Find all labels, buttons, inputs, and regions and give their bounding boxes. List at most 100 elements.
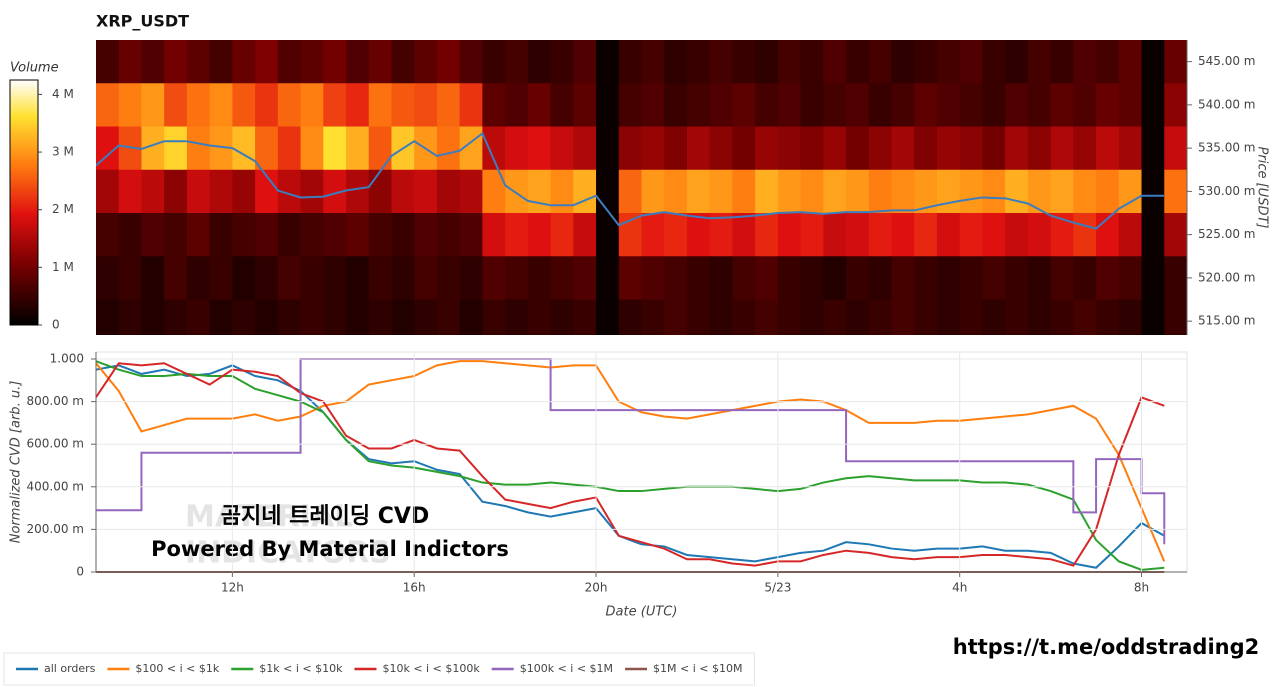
heatmap-cell <box>664 83 688 128</box>
heatmap-cell <box>686 40 711 84</box>
heatmap-cell <box>596 299 620 335</box>
heatmap-cell <box>209 40 233 84</box>
heatmap-cell <box>1096 83 1120 128</box>
heatmap-cell <box>936 256 961 301</box>
heatmap-cell <box>255 299 279 335</box>
heatmap-cell <box>1118 213 1143 257</box>
heatmap-cell <box>277 299 302 335</box>
heatmap-cell <box>1141 126 1165 171</box>
heatmap-cell <box>914 126 938 171</box>
heatmap-cell <box>800 126 824 171</box>
heatmap-cell <box>368 40 393 84</box>
heatmap-cell <box>505 213 529 257</box>
heatmap-cell <box>823 256 847 301</box>
heatmap-cell <box>1073 169 1097 214</box>
heatmap-cell <box>755 256 779 301</box>
heatmap-cell <box>346 213 370 257</box>
heatmap-cell <box>596 83 620 128</box>
heatmap-cell <box>232 299 256 335</box>
heatmap-cell <box>959 126 984 171</box>
heatmap-cell <box>868 213 893 257</box>
heatmap-cell <box>164 256 188 301</box>
heatmap-cell <box>255 40 279 84</box>
x-axis-label: Date (UTC) <box>606 605 678 620</box>
heatmap-cell <box>891 40 915 84</box>
heatmap-cell <box>1164 213 1187 257</box>
heatmap-cell <box>1164 256 1187 301</box>
heatmap-cell <box>982 213 1006 257</box>
heatmap-cell <box>482 126 506 171</box>
heatmap-cell <box>186 126 211 171</box>
heatmap-cell <box>891 83 915 128</box>
y-axis-label: Normalized CVD [arb. u.] <box>9 381 24 544</box>
heatmap-cell <box>709 299 734 335</box>
heatmap-cell <box>755 169 779 214</box>
legend-label: all orders <box>44 662 96 675</box>
heatmap-cell <box>368 126 393 171</box>
y-tick-label: 535.00 m <box>1198 141 1256 155</box>
heatmap-cell <box>482 83 506 128</box>
y-tick-label: 0 <box>76 565 84 579</box>
heatmap-cell <box>914 213 938 257</box>
heatmap-cell <box>641 213 665 257</box>
heatmap-cell <box>823 169 847 214</box>
heatmap-cell <box>1005 213 1029 257</box>
heatmap-cell <box>1005 169 1029 214</box>
chart-title: XRP_USDT <box>96 12 189 31</box>
heatmap-cell <box>959 299 984 335</box>
heatmap-cell <box>914 169 938 214</box>
heatmap-cell <box>1141 169 1165 214</box>
heatmap-cell <box>209 299 233 335</box>
heatmap-cell <box>550 169 574 214</box>
heatmap-cell <box>755 126 779 171</box>
heatmap-cell <box>641 40 665 84</box>
heatmap-cell <box>1050 213 1074 257</box>
y-tick-label: 1.000 <box>50 352 84 366</box>
heatmap-cell <box>1118 40 1143 84</box>
y-tick-label: 545.00 m <box>1198 54 1256 68</box>
heatmap-cell <box>277 256 302 301</box>
heatmap-cell <box>459 83 483 128</box>
heatmap-cell <box>1164 83 1187 128</box>
heatmap-cell <box>323 83 347 128</box>
heatmap-cell <box>1118 83 1143 128</box>
heatmap-cell <box>1050 169 1074 214</box>
heatmap-cell <box>777 126 802 171</box>
heatmap-cell <box>346 256 370 301</box>
heatmap-cell <box>982 40 1006 84</box>
y-tick-label: 525.00 m <box>1198 227 1256 241</box>
heatmap-cell <box>596 40 620 84</box>
x-tick-label: 12h <box>221 581 244 595</box>
link-text[interactable]: https://t.me/oddstrading2 <box>953 635 1260 659</box>
heatmap-cell <box>573 83 597 128</box>
heatmap-cell <box>709 40 734 84</box>
heatmap-cell <box>1027 169 1052 214</box>
heatmap-cell <box>186 169 211 214</box>
heatmap-cell <box>323 126 347 171</box>
heatmap-cell <box>936 169 961 214</box>
colorbar-tick-label: 4 M <box>52 87 74 101</box>
heatmap-cell <box>277 126 302 171</box>
heatmap-cell <box>1005 126 1029 171</box>
heatmap-cell <box>868 256 893 301</box>
heatmap-cell <box>323 213 347 257</box>
heatmap-cell <box>1141 213 1165 257</box>
heatmap-cell <box>209 169 233 214</box>
heatmap-cell <box>846 126 870 171</box>
heatmap-cell <box>618 256 643 301</box>
heatmap-cell <box>436 256 461 301</box>
heatmap-cell <box>391 40 415 84</box>
heatmap-cell <box>277 40 302 84</box>
heatmap-cell <box>459 299 483 335</box>
heatmap-cell <box>618 213 643 257</box>
heatmap-area <box>96 40 1187 335</box>
heatmap-cell <box>459 40 483 84</box>
heatmap-cell <box>96 299 120 335</box>
heatmap-cell <box>209 213 233 257</box>
heatmap-cell <box>618 40 643 84</box>
heatmap-cell <box>255 83 279 128</box>
heatmap-cell <box>414 169 438 214</box>
heatmap-cell <box>459 256 483 301</box>
heatmap-cell <box>482 40 506 84</box>
heatmap-cell <box>1005 83 1029 128</box>
